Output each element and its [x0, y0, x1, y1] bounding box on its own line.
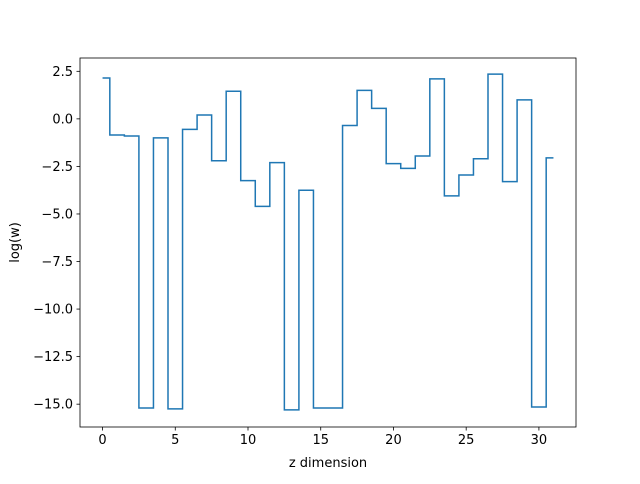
y-tick-label: −5.0	[41, 207, 73, 222]
y-tick-label: −15.0	[33, 398, 73, 413]
x-tick-label: 15	[312, 433, 329, 448]
y-tick-label: 2.5	[52, 65, 73, 80]
series-line-0	[102, 73, 554, 411]
x-axis-label: z dimension	[289, 456, 367, 471]
x-tick-label: 5	[171, 433, 179, 448]
x-tick-label: 0	[98, 433, 106, 448]
plot-area	[80, 58, 576, 427]
y-tick-label: −10.0	[33, 303, 73, 318]
series-layer	[102, 73, 554, 411]
y-tick-label: 0.0	[52, 112, 73, 127]
x-axis-ticks: 0 5 10 15 20 25 30	[98, 427, 547, 448]
plot-frame	[79, 57, 577, 428]
x-tick-label: 10	[240, 433, 257, 448]
x-tick-label: 25	[458, 433, 475, 448]
x-tick-label: 30	[531, 433, 548, 448]
y-tick-label: −12.5	[33, 350, 73, 365]
x-tick-label: 20	[385, 433, 402, 448]
y-tick-label: −7.5	[41, 255, 73, 270]
y-tick-label: −2.5	[41, 160, 73, 175]
y-axis-ticks: 2.5 0.0 −2.5 −5.0 −7.5 −10.0 −12.5 −15.0	[33, 65, 80, 413]
y-axis-label: log(w)	[8, 222, 23, 263]
